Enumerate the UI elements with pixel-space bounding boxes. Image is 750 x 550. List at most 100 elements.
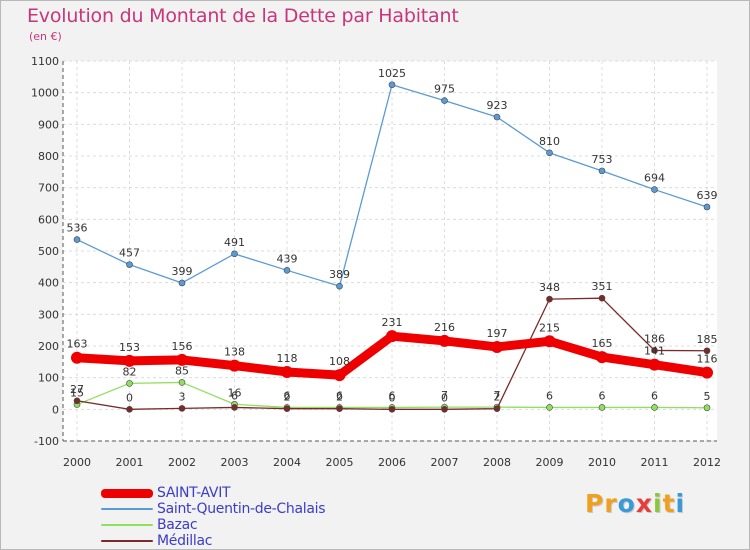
data-point-medillac [388,406,396,413]
chart-legend: SAINT-AVIT Saint-Quentin-de-Chalais Bazac M… [101,485,326,549]
data-point-saint-avit [648,358,661,371]
data-label-saint-avit: 141 [644,345,665,358]
data-point-saint-avit [596,351,608,364]
data-label-saint-avit: 116 [697,353,718,366]
data-label-medillac: 2 [284,391,291,404]
data-point-saint-quentin-de-chalais [336,282,343,290]
legend-item: SAINT-AVIT [101,485,325,501]
legend-swatch [101,524,153,526]
x-tick-label: 2000 [63,456,91,469]
x-tick-label: 2009 [536,456,564,469]
data-label-medillac: 186 [644,332,665,345]
data-label-saint-avit: 156 [172,340,193,353]
data-label-saint-avit: 165 [592,337,613,350]
data-point-saint-avit [71,351,83,364]
data-point-saint-quentin-de-chalais [231,250,238,258]
data-label-medillac: 27 [70,383,84,396]
legend-label: Bazac [157,517,198,533]
chart-unit: (en €) [29,30,62,43]
data-label-bazac: 6 [389,389,396,402]
data-point-medillac [546,295,553,303]
y-tick-label: 900 [38,118,59,131]
data-point-saint-avit [386,330,398,343]
legend-swatch [101,540,153,542]
x-tick-label: 2001 [116,456,144,469]
x-tick-label: 2006 [378,456,406,469]
logo-letter: i [653,489,663,518]
logo-letter: r [604,489,618,518]
logo-letter: x [635,489,653,518]
y-tick-label: 1000 [31,87,59,100]
logo-letter: P [585,489,605,518]
x-tick-label: 2012 [693,456,721,469]
data-point-saint-quentin-de-chalais [73,236,81,243]
data-label-medillac: 185 [697,333,718,346]
data-point-saint-avit [176,353,188,366]
data-point-medillac [231,404,238,411]
legend-item: Saint-Quentin-de-Chalais [101,501,326,517]
data-point-saint-avit [333,369,346,382]
logo-letter: i [675,489,686,518]
data-label-bazac: 6 [336,389,343,402]
data-point-medillac [703,347,711,355]
data-point-saint-avit [438,334,451,347]
data-point-bazac [651,404,658,411]
data-label-saint-avit: 216 [434,321,455,334]
data-label-saint-avit: 163 [67,338,88,351]
data-label-saint-quentin-de-chalais: 1025 [378,67,406,80]
data-label-saint-avit: 197 [487,327,508,340]
data-point-saint-quentin-de-chalais [126,261,133,268]
data-point-saint-avit [701,366,713,379]
x-tick-label: 2004 [273,456,301,469]
proxiti-logo: Proxiti [585,489,685,518]
legend-label: Médillac [157,533,213,549]
data-label-medillac: 351 [592,280,613,293]
data-label-bazac: 16 [228,386,242,399]
x-tick-label: 2010 [588,456,616,469]
data-label-medillac: 0 [126,391,133,404]
legend-item: Bazac [101,517,325,533]
data-point-medillac [598,294,606,302]
y-tick-label: 300 [38,308,59,321]
data-point-saint-avit [491,340,503,353]
legend-label: Saint-Quentin-de-Chalais [157,501,326,517]
data-label-saint-quentin-de-chalais: 753 [592,153,613,166]
data-label-saint-quentin-de-chalais: 810 [539,135,560,148]
data-label-bazac: 7 [441,389,448,402]
y-tick-label: 200 [38,340,59,353]
x-tick-label: 2007 [431,456,459,469]
data-point-saint-avit [281,365,293,378]
data-point-saint-quentin-de-chalais [598,167,606,175]
y-tick-label: 800 [38,150,59,163]
data-label-medillac: 0 [389,391,396,404]
data-point-saint-quentin-de-chalais [651,186,658,193]
data-point-medillac [283,405,291,413]
data-point-medillac [73,397,81,405]
data-label-saint-quentin-de-chalais: 923 [487,99,508,112]
x-tick-label: 2005 [326,456,354,469]
data-point-saint-quentin-de-chalais [546,149,553,157]
data-label-saint-avit: 231 [382,316,403,329]
data-point-medillac [493,405,501,413]
y-tick-label: 400 [38,277,59,290]
data-point-bazac [126,380,133,387]
data-point-saint-quentin-de-chalais [388,81,396,89]
y-tick-label: 500 [38,245,59,258]
data-point-saint-quentin-de-chalais [283,267,291,274]
data-label-medillac: 6 [231,389,238,402]
x-tick-label: 2008 [483,456,511,469]
data-label-bazac: 82 [123,365,137,378]
data-point-medillac [336,405,343,413]
data-label-bazac: 6 [599,389,606,402]
legend-swatch [101,508,153,510]
data-point-saint-avit [123,354,136,367]
y-tick-label: 100 [38,372,59,385]
data-label-saint-avit: 118 [277,352,298,365]
y-tick-label: 700 [38,182,59,195]
data-point-saint-avit [543,335,556,348]
data-label-bazac: 5 [704,390,711,403]
data-label-bazac: 15 [70,387,84,400]
data-label-saint-quentin-de-chalais: 389 [329,268,350,281]
data-point-bazac [178,379,186,386]
